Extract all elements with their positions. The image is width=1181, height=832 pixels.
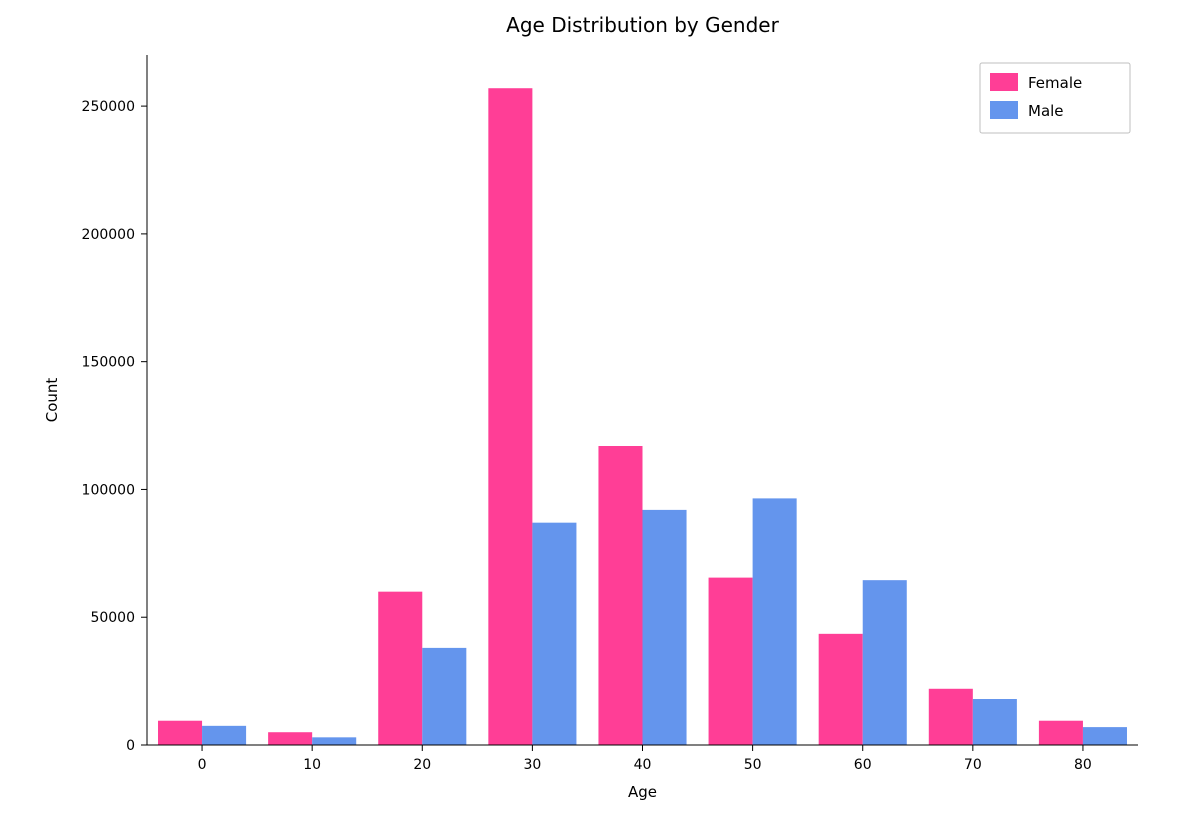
legend: Female Male (980, 63, 1130, 133)
bar-female (488, 88, 532, 745)
bar-male (422, 648, 466, 745)
y-tick-label: 50000 (90, 610, 135, 626)
bar-male (863, 580, 907, 745)
bar-male (1083, 741, 1127, 745)
bar-male (643, 510, 687, 745)
x-tick-label: 40 (634, 757, 652, 773)
bar-female (929, 689, 973, 745)
y-tick-label: 250000 (82, 99, 135, 115)
bar-male (312, 737, 356, 745)
bar-female (378, 592, 422, 745)
x-tick-label: 70 (964, 757, 982, 773)
legend-swatch (990, 73, 1018, 91)
x-tick-label: 10 (303, 757, 321, 773)
x-axis-label: Age (628, 783, 657, 801)
bar-male (202, 726, 246, 745)
x-tick-label: 20 (413, 757, 431, 773)
y-tick-label: 100000 (82, 482, 135, 498)
bar-male (532, 523, 576, 745)
bar-female (709, 578, 753, 745)
legend-swatch (990, 101, 1018, 119)
y-axis-label: Count (43, 378, 61, 423)
x-tick-label: 50 (744, 757, 762, 773)
age-distribution-chart: 0 10 20 30 40 50 60 70 80 0 50000 100000 150000 20000… (0, 0, 1181, 832)
x-tick-label: 60 (854, 757, 872, 773)
bar-male (753, 498, 797, 745)
bar-female (598, 446, 642, 745)
bar-male (973, 699, 1017, 745)
bar-female (268, 732, 312, 745)
x-tick-label: 80 (1074, 757, 1092, 773)
chart-title: Age Distribution by Gender (506, 13, 779, 37)
bar-female (1039, 721, 1083, 745)
bar-female (819, 634, 863, 745)
y-tick-label: 0 (126, 738, 135, 754)
bar-female (158, 721, 202, 745)
x-tick-label: 30 (523, 757, 541, 773)
y-tick-label: 150000 (82, 355, 135, 371)
x-tick-label: 0 (198, 757, 207, 773)
y-tick-label: 200000 (82, 227, 135, 243)
legend-label: Female (1028, 74, 1082, 92)
legend-label: Male (1028, 102, 1064, 120)
